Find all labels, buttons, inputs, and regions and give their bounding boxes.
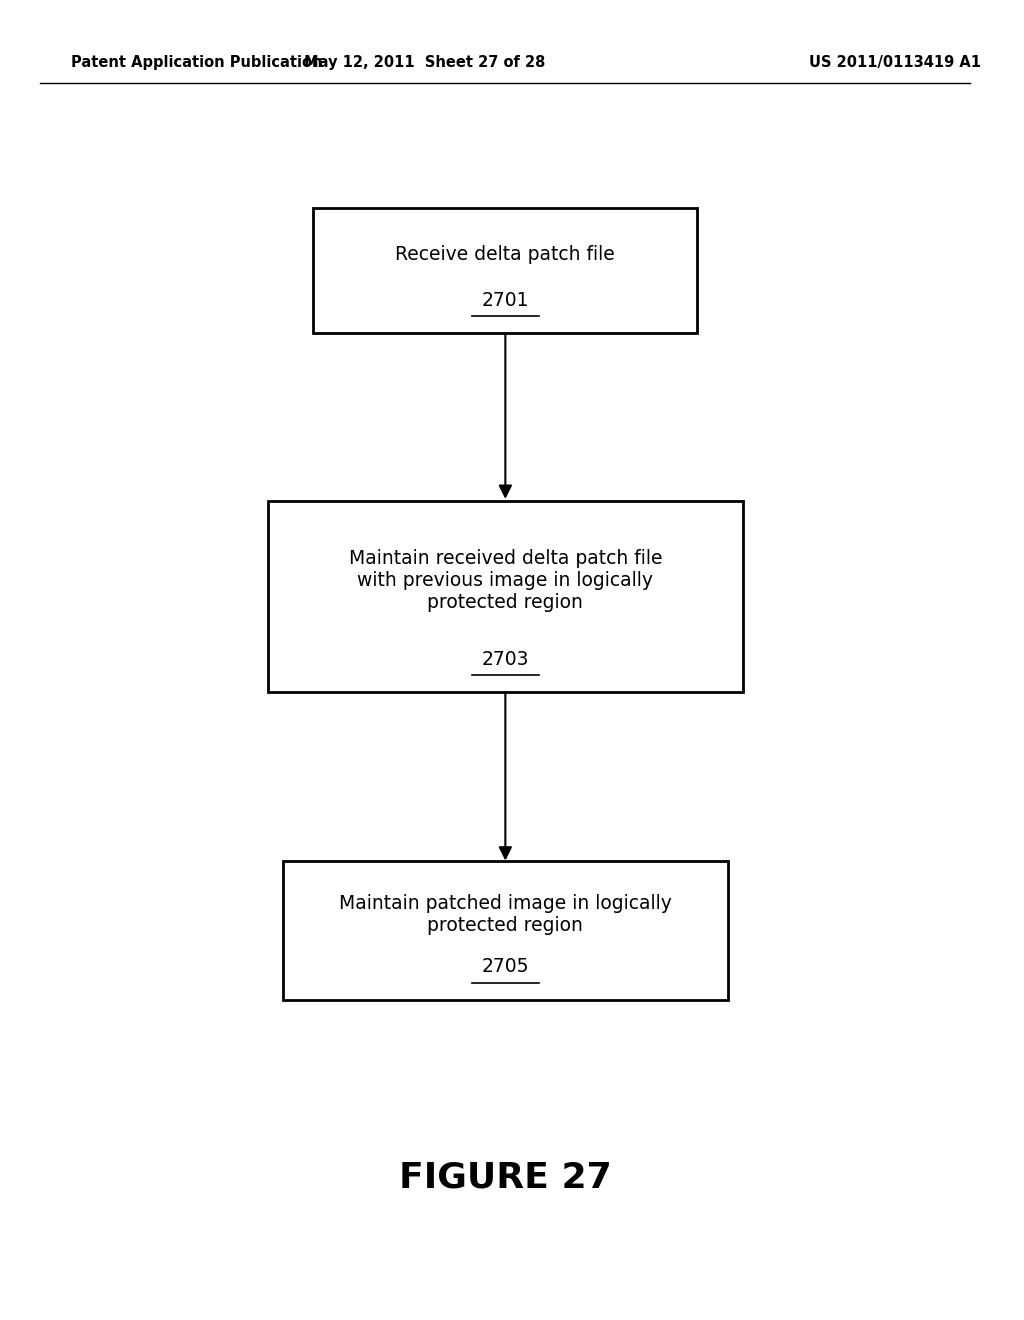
Text: US 2011/0113419 A1: US 2011/0113419 A1 <box>809 55 981 70</box>
Bar <box>268 500 742 692</box>
Bar <box>283 862 728 1001</box>
Text: Maintain patched image in logically
protected region: Maintain patched image in logically prot… <box>339 894 672 936</box>
Text: 2705: 2705 <box>481 957 529 977</box>
Text: 2703: 2703 <box>481 649 529 669</box>
Text: Patent Application Publication: Patent Application Publication <box>71 55 323 70</box>
Text: May 12, 2011  Sheet 27 of 28: May 12, 2011 Sheet 27 of 28 <box>304 55 545 70</box>
Bar <box>313 209 697 333</box>
Text: Maintain received delta patch file
with previous image in logically
protected re: Maintain received delta patch file with … <box>348 549 663 612</box>
Text: Receive delta patch file: Receive delta patch file <box>395 246 615 264</box>
Text: 2701: 2701 <box>481 290 529 310</box>
Text: FIGURE 27: FIGURE 27 <box>399 1160 611 1195</box>
